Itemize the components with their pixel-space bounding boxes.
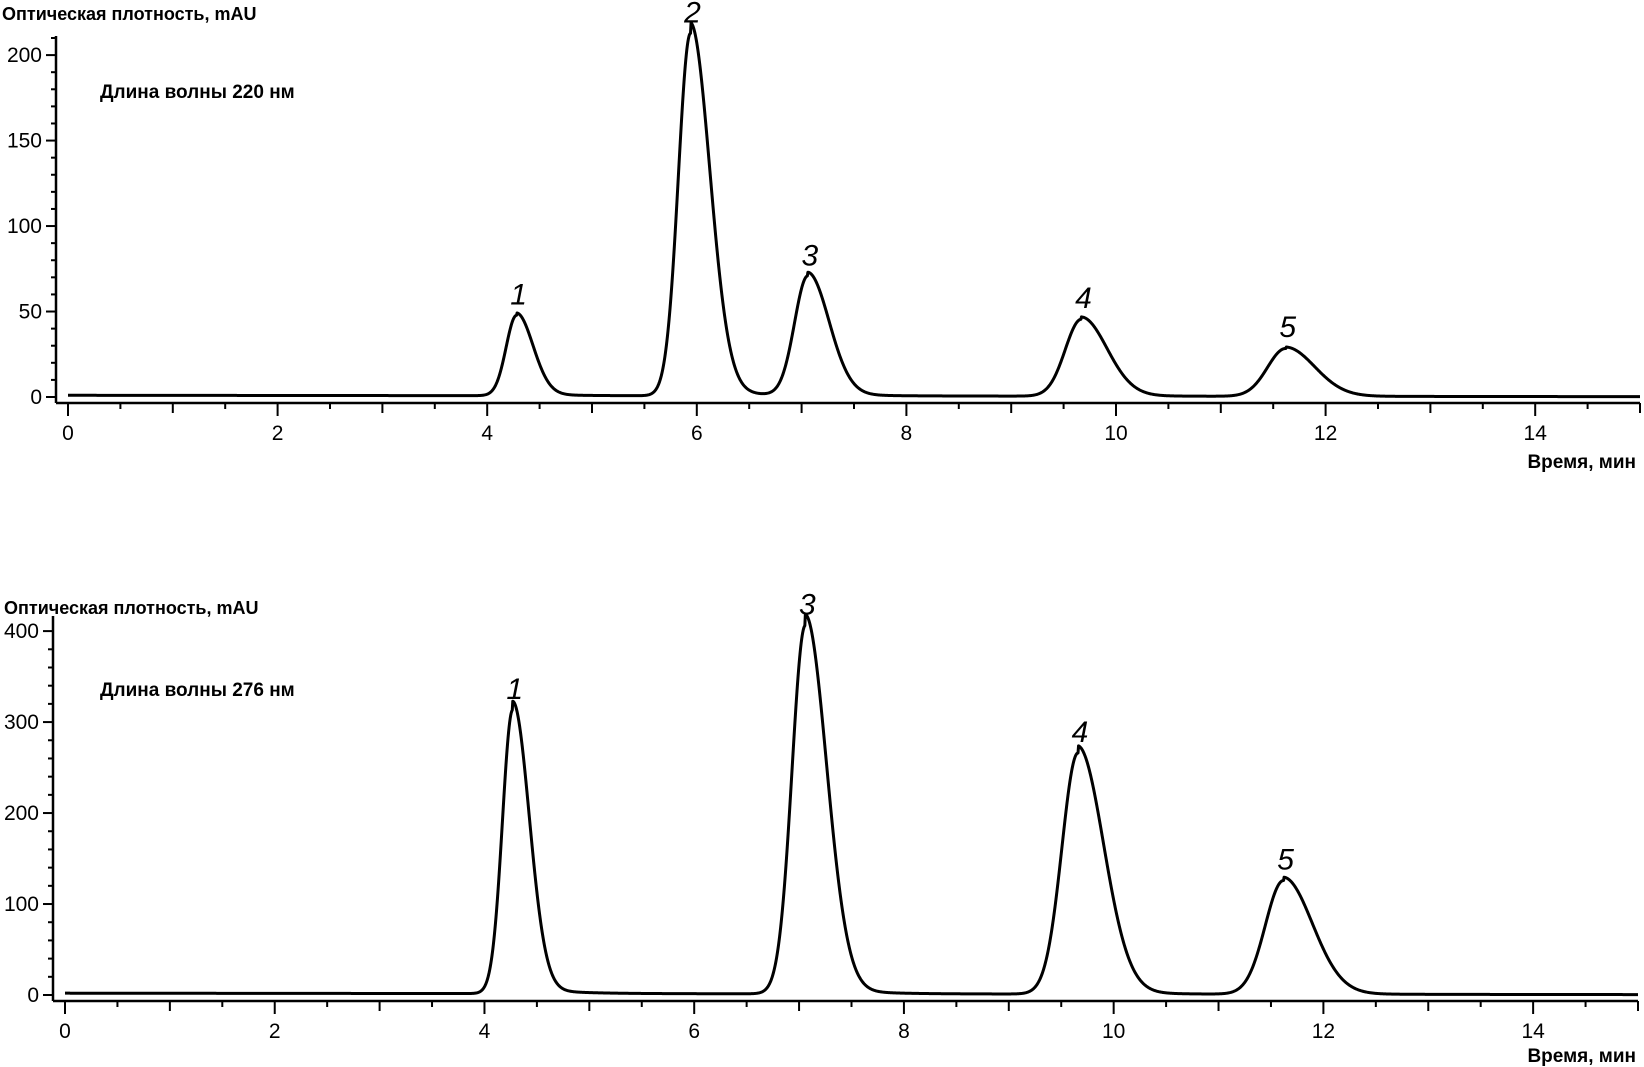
x-tick-label: 12 [1314,422,1337,445]
y-tick-label: 0 [27,984,39,1007]
wavelength-note: Длина волны 220 нм [100,82,295,103]
x-tick-label: 8 [901,422,913,445]
trace-layer [67,21,1641,399]
y-tick-label: 400 [4,620,39,643]
x-tick-label: 0 [62,422,74,445]
y-axis: 0 100 200 300 400 [4,616,55,1007]
x-tick-label: 8 [898,1020,910,1043]
x-tick-label: 2 [272,422,284,445]
x-tick-label: 6 [691,422,703,445]
x-tick-label: 10 [1102,1020,1125,1043]
y-tick-label: 0 [30,386,42,409]
x-tick-label: 14 [1524,422,1548,445]
x-axis: 0 2 4 6 8 10 12 14 [53,999,1639,1043]
trace-layer [64,612,1639,997]
peak-label: 2 [683,0,701,30]
x-tick-label: 0 [59,1020,71,1043]
chromatogram-220nm: Оптическая плотность, mAU Длина волны 22… [2,0,1641,473]
peak-label: 1 [506,673,523,706]
wavelength-note: Длина волны 276 нм [100,680,295,701]
x-tick-label: 6 [688,1020,700,1043]
peak-label: 4 [1072,716,1089,749]
peak-label: 3 [802,239,819,272]
peak-label: 3 [799,589,816,622]
y-axis: 0 50 100 150 200 [7,36,58,409]
peak-label: 1 [510,279,527,312]
chromatogram-trace [67,21,1641,399]
y-axis-label: Оптическая плотность, mAU [4,598,258,618]
y-tick-label: 200 [4,802,39,825]
y-tick-label: 150 [7,130,42,153]
y-axis-label: Оптическая плотность, mAU [2,4,256,24]
y-tick-label: 100 [7,215,42,238]
y-tick-label: 300 [4,711,39,734]
x-tick-label: 14 [1521,1020,1545,1043]
x-tick-label: 10 [1104,422,1127,445]
x-axis-label: Время, мин [1527,1046,1636,1067]
x-tick-label: 2 [269,1020,281,1043]
x-tick-label: 4 [481,422,493,445]
x-axis: 0 2 4 6 8 10 12 14 [56,401,1641,445]
peak-labels: 1 2 3 4 5 [510,0,1296,344]
peak-label: 4 [1075,282,1092,315]
x-tick-label: 4 [479,1020,491,1043]
chromatogram-276nm: Оптическая плотность, mAU Длина волны 27… [4,589,1639,1067]
peak-labels: 1 3 4 5 [506,589,1294,877]
peak-label: 5 [1277,843,1294,876]
x-axis-label: Время, мин [1527,452,1636,473]
y-tick-label: 200 [7,44,42,67]
x-tick-label: 12 [1312,1020,1335,1043]
chromatogram-trace [64,612,1639,997]
peak-label: 5 [1279,311,1296,344]
y-tick-label: 100 [4,893,39,916]
y-tick-label: 50 [19,301,42,324]
